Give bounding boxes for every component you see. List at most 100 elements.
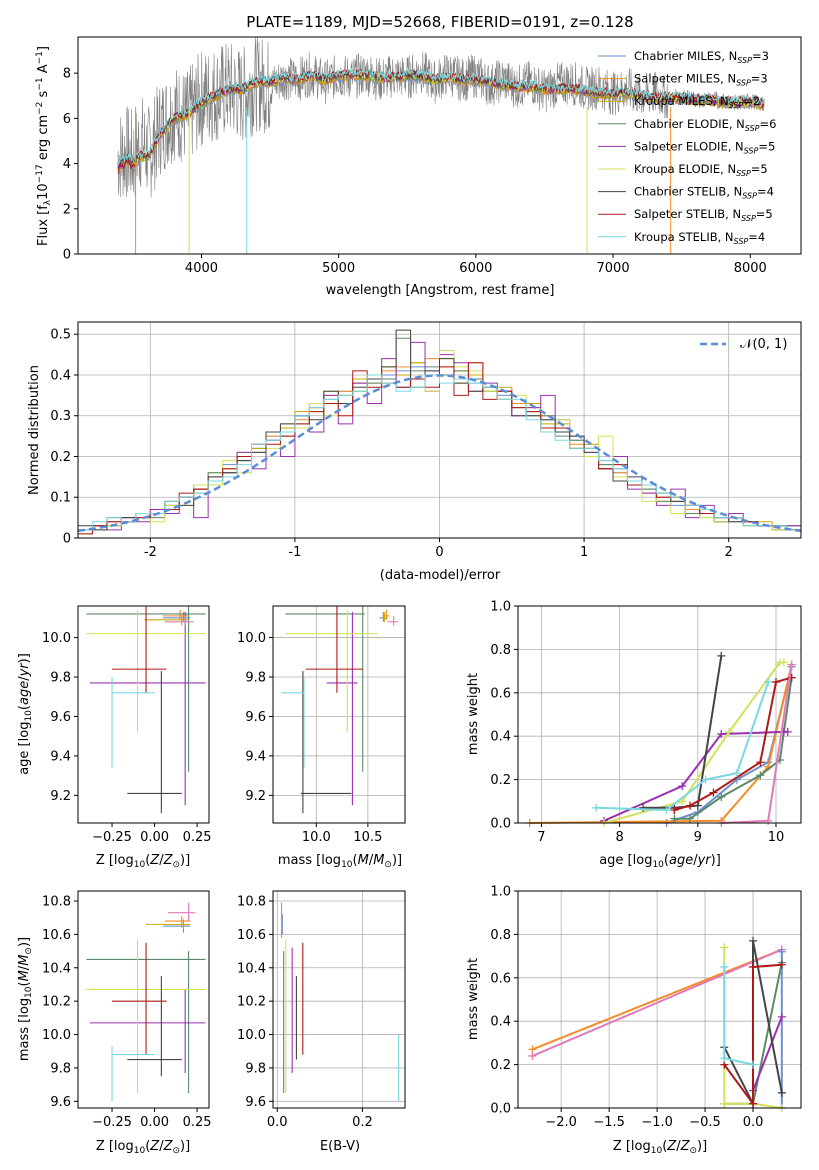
weight-marker [756,771,765,780]
weight-marker [528,1051,537,1060]
weight-vs-z-panel: −2.0 −1.5 −1.0 −0.5 0.0 0.0 0.2 0.4 0.6 0.8 1.0 Z … [466,885,802,1156]
weight-marker [783,727,792,736]
weight-marker [749,1099,758,1108]
weight-vs-age-ylabel: mass weight [466,673,481,755]
y-tick-label: 9.2 [50,789,71,804]
y-tick-label: 10.0 [42,1028,71,1043]
y-tick-label: 9.8 [245,671,266,686]
spectrum-plot-area [117,37,765,254]
y-tick-label: 10.6 [42,928,71,943]
x-tick-label: −1.0 [641,1115,673,1130]
y-tick-label: 4 [63,157,71,172]
weight-marker [693,801,702,810]
x-tick-label: 1 [580,545,588,560]
x-tick-label: 7 [537,830,545,845]
age-vs-mass-panel: 10.0 10.5 9.2 9.4 9.6 9.8 10.0 mass [log10(M/M… [237,605,406,870]
residuals-plot-area [78,329,801,538]
gaussian-curve [78,374,801,533]
x-tick-label: −1.5 [593,1115,625,1130]
x-tick-label: −2.0 [545,1115,577,1130]
y-tick-label: 0.8 [490,928,511,943]
mass-vs-z-panel: −0.25 0.00 0.259.69.810.010.210.410.610.8 … [17,890,212,1156]
x-tick-label: 10.0 [302,830,331,845]
weight-vs-z-xlabel: Z [log10(Z/Z⊙)] [613,1139,707,1156]
weight-marker [732,769,741,778]
mass-vs-z-xlabel: Z [log10(Z/Z⊙)] [96,1139,190,1156]
y-tick-label: 10.6 [237,928,266,943]
mass-vs-z-ylabel: mass [log10(M/M⊙)] [17,937,34,1061]
spectrum-title: PLATE=1189, MJD=52668, FIBERID=0191, z=0… [246,13,633,31]
mass-vs-ebv-xlabel: E(B-V) [320,1139,360,1154]
residuals-panel: -2 -1 0 1 2 0 0.1 0.2 0.3 0.4 0.5 (data-model)/err… [27,321,802,583]
weight-marker [779,658,788,667]
weight-marker [670,805,679,814]
y-tick-label: 0.5 [50,328,71,343]
weight-marker [685,814,694,823]
weight-marker [749,936,758,945]
weight-marker [777,947,786,956]
y-tick-label: 6 [63,112,71,127]
weight-marker [701,775,710,784]
weight-line [529,664,793,824]
y-tick-label: 0.1 [50,491,71,506]
y-tick-label: 9.2 [245,789,266,804]
y-tick-label: 0.2 [490,773,511,788]
x-tick-label: 0.0 [743,1115,764,1130]
y-tick-label: 9.4 [245,749,266,764]
weight-marker [720,1099,729,1108]
legend-label: Chabrier MILES, NSSP=3 [634,49,769,65]
weight-line [723,963,782,1107]
mass-vs-z-plot-area [86,902,206,1102]
x-tick-label: 6000 [459,261,492,276]
x-tick-label: 0.25 [183,830,212,845]
x-tick-label: 8000 [734,261,767,276]
weight-vs-age-xlabel: age [log10(age/yr)] [599,853,721,870]
weight-marker [717,792,726,801]
age-vs-z-panel: −0.25 0.00 0.25 9.2 9.4 9.6 9.8 10.0 Z [log10(Z… [17,605,212,870]
residuals-xlabel: (data-model)/error [380,568,501,583]
y-tick-label: 0 [63,532,71,547]
weight-marker [720,1054,729,1063]
age-vs-mass-xlabel: mass [log10(M/M⊙)] [278,853,402,870]
spectrum-panel: PLATE=1189, MJD=52668, FIBERID=0191, z=0… [35,13,802,298]
weight-marker [639,803,648,812]
weight-marker [749,962,758,971]
weight-marker [685,801,694,810]
x-tick-label: 0.25 [183,1115,212,1130]
x-tick-label: 0.00 [140,1115,169,1130]
weight-marker [777,1012,786,1021]
y-tick-label: 0.2 [50,450,71,465]
x-tick-label: 0.2 [352,1115,373,1130]
spectrum-ylabel: Flux [fλ10−17 erg cm−2 s−1 A−1] [35,46,53,246]
legend-label: Chabrier STELIB, NSSP=4 [634,185,774,201]
x-tick-label: 7000 [597,261,630,276]
weight-marker [670,814,679,823]
weight-marker [717,730,726,739]
x-tick-label: −0.5 [689,1115,721,1130]
weight-marker [787,660,796,669]
x-tick-label: 0 [435,545,443,560]
age-vs-z-xlabel: Z [log10(Z/Z⊙)] [96,853,190,870]
x-tick-label: -2 [144,545,157,560]
spectrum-legend: Chabrier MILES, NSSP=3 Salpeter MILES, NS… [598,49,776,246]
weight-line [752,1016,783,1091]
weight-line [532,948,783,1057]
mass-vs-ebv-plot-area [280,902,400,1102]
y-tick-label: 0.4 [50,368,71,383]
x-tick-label: 0.0 [267,1115,288,1130]
y-tick-label: 10.2 [42,995,71,1010]
weight-vs-z-ylabel: mass weight [466,958,481,1040]
weight-marker [725,727,734,736]
mass-vs-ebv-panel: 0.0 0.2 9.6 9.8 10.0 10.2 10.4 10.6 10.8 E(B-V) [237,890,406,1154]
weight-marker [777,960,786,969]
y-tick-label: 10.0 [42,631,71,646]
weight-marker [709,788,718,797]
x-tick-label: 10.5 [353,830,382,845]
y-tick-label: 1.0 [490,885,511,900]
legend-label: Salpeter ELODIE, NSSP=5 [634,139,775,155]
weight-marker [592,803,601,812]
y-tick-label: 0.8 [490,643,511,658]
y-tick-label: 9.8 [50,671,71,686]
y-tick-label: 2 [63,202,71,217]
